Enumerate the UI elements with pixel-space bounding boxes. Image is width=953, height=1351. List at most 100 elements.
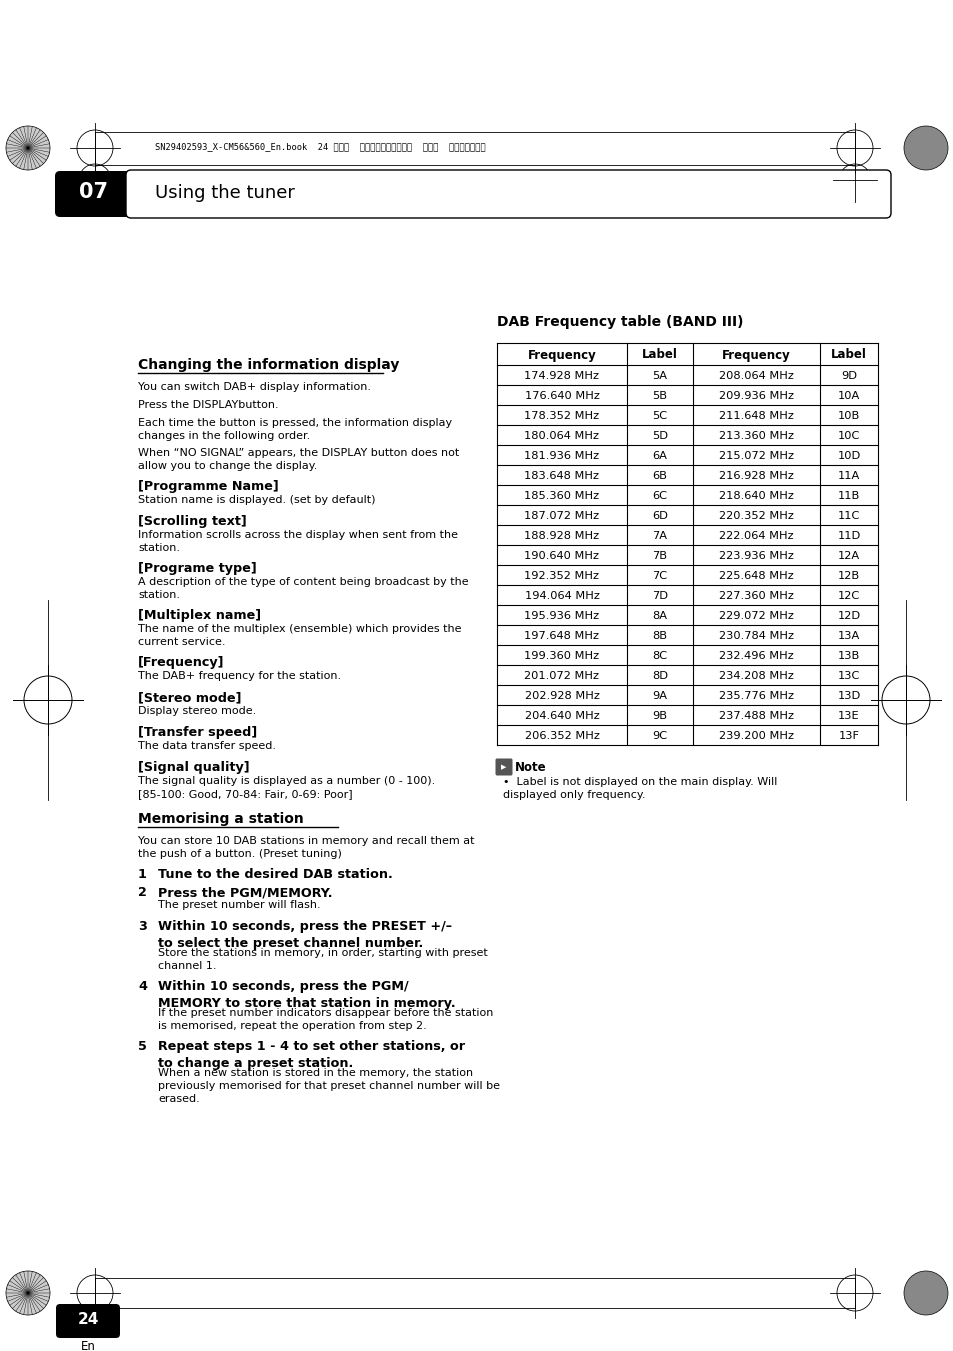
Text: [Frequency]: [Frequency] <box>138 657 224 669</box>
Text: Each time the button is pressed, the information display
changes in the followin: Each time the button is pressed, the inf… <box>138 417 452 440</box>
Text: DAB Frequency table (BAND III): DAB Frequency table (BAND III) <box>497 315 742 330</box>
Text: 187.072 MHz: 187.072 MHz <box>524 511 598 521</box>
Text: 216.928 MHz: 216.928 MHz <box>719 471 793 481</box>
Text: 6D: 6D <box>652 511 667 521</box>
Text: 12D: 12D <box>837 611 860 621</box>
Text: 235.776 MHz: 235.776 MHz <box>719 690 793 701</box>
Text: 197.648 MHz: 197.648 MHz <box>524 631 598 640</box>
Text: 3: 3 <box>138 920 147 934</box>
Text: 201.072 MHz: 201.072 MHz <box>524 671 598 681</box>
Text: Label: Label <box>830 349 866 362</box>
Text: Display stereo mode.: Display stereo mode. <box>138 707 256 716</box>
Text: Note: Note <box>515 761 546 774</box>
Text: 5: 5 <box>138 1040 147 1052</box>
Circle shape <box>6 126 50 170</box>
Text: 7D: 7D <box>651 590 667 601</box>
Text: 6A: 6A <box>652 451 667 461</box>
Text: Store the stations in memory, in order, starting with preset
channel 1.: Store the stations in memory, in order, … <box>158 948 487 971</box>
Text: 8D: 8D <box>651 671 667 681</box>
Text: 13C: 13C <box>837 671 860 681</box>
Text: [Signal quality]: [Signal quality] <box>138 761 250 774</box>
Text: 237.488 MHz: 237.488 MHz <box>719 711 793 721</box>
Text: Information scrolls across the display when sent from the
station.: Information scrolls across the display w… <box>138 530 457 553</box>
Text: 10D: 10D <box>837 451 860 461</box>
FancyBboxPatch shape <box>56 1304 120 1337</box>
Text: 13D: 13D <box>837 690 860 701</box>
Text: En: En <box>80 1340 95 1351</box>
Text: 176.640 MHz: 176.640 MHz <box>524 390 598 401</box>
Text: 9C: 9C <box>652 731 667 740</box>
Text: 9A: 9A <box>652 690 667 701</box>
Text: Within 10 seconds, press the PGM/
MEMORY to store that station in memory.: Within 10 seconds, press the PGM/ MEMORY… <box>158 979 456 1009</box>
Circle shape <box>903 1271 947 1315</box>
Text: The signal quality is displayed as a number (0 - 100).
[85-100: Good, 70-84: Fai: The signal quality is displayed as a num… <box>138 775 435 798</box>
Text: 199.360 MHz: 199.360 MHz <box>524 651 598 661</box>
Text: 227.360 MHz: 227.360 MHz <box>719 590 793 601</box>
Text: 8C: 8C <box>652 651 667 661</box>
Text: 10A: 10A <box>837 390 860 401</box>
Text: The preset number will flash.: The preset number will flash. <box>158 900 320 911</box>
Text: 229.072 MHz: 229.072 MHz <box>719 611 793 621</box>
Text: Within 10 seconds, press the PRESET +/–
to select the preset channel number.: Within 10 seconds, press the PRESET +/– … <box>158 920 452 950</box>
Text: 12C: 12C <box>837 590 860 601</box>
Text: 209.936 MHz: 209.936 MHz <box>719 390 793 401</box>
Text: 180.064 MHz: 180.064 MHz <box>524 431 598 440</box>
Text: 183.648 MHz: 183.648 MHz <box>524 471 598 481</box>
Text: 208.064 MHz: 208.064 MHz <box>719 372 793 381</box>
Text: 7A: 7A <box>652 531 667 540</box>
Text: When “NO SIGNAL” appears, the DISPLAY button does not
allow you to change the di: When “NO SIGNAL” appears, the DISPLAY bu… <box>138 449 458 470</box>
Text: [Programe type]: [Programe type] <box>138 562 256 576</box>
Text: 11A: 11A <box>837 471 860 481</box>
Text: 234.208 MHz: 234.208 MHz <box>719 671 793 681</box>
Text: 190.640 MHz: 190.640 MHz <box>524 551 598 561</box>
Text: [Programme Name]: [Programme Name] <box>138 480 278 493</box>
Text: 4: 4 <box>138 979 147 993</box>
Text: Repeat steps 1 - 4 to set other stations, or
to change a preset station.: Repeat steps 1 - 4 to set other stations… <box>158 1040 465 1070</box>
Text: [Scrolling text]: [Scrolling text] <box>138 515 247 528</box>
Text: 13B: 13B <box>837 651 860 661</box>
Text: 13E: 13E <box>838 711 859 721</box>
Text: Label: Label <box>641 349 678 362</box>
Text: 24: 24 <box>77 1313 98 1328</box>
Text: 2: 2 <box>138 886 147 898</box>
Text: 11C: 11C <box>837 511 860 521</box>
Text: 188.928 MHz: 188.928 MHz <box>524 531 598 540</box>
Text: Frequency: Frequency <box>721 349 790 362</box>
Text: 6C: 6C <box>652 490 667 501</box>
Text: 220.352 MHz: 220.352 MHz <box>719 511 793 521</box>
Text: 5D: 5D <box>651 431 667 440</box>
Text: Memorising a station: Memorising a station <box>138 812 303 825</box>
Text: 10B: 10B <box>837 411 860 422</box>
Text: The DAB+ frequency for the station.: The DAB+ frequency for the station. <box>138 671 341 681</box>
Text: 211.648 MHz: 211.648 MHz <box>719 411 793 422</box>
Text: 230.784 MHz: 230.784 MHz <box>719 631 793 640</box>
Text: 195.936 MHz: 195.936 MHz <box>524 611 598 621</box>
Text: The name of the multiplex (ensemble) which provides the
current service.: The name of the multiplex (ensemble) whi… <box>138 624 461 647</box>
Text: 13F: 13F <box>838 731 859 740</box>
Text: 239.200 MHz: 239.200 MHz <box>719 731 793 740</box>
Text: 204.640 MHz: 204.640 MHz <box>524 711 598 721</box>
Text: 232.496 MHz: 232.496 MHz <box>719 651 793 661</box>
Text: 192.352 MHz: 192.352 MHz <box>524 571 598 581</box>
Text: When a new station is stored in the memory, the station
previously memorised for: When a new station is stored in the memo… <box>158 1069 499 1104</box>
Text: 9B: 9B <box>652 711 667 721</box>
Text: 9D: 9D <box>841 372 856 381</box>
Text: Using the tuner: Using the tuner <box>154 184 294 203</box>
Text: Changing the information display: Changing the information display <box>138 358 399 372</box>
Text: You can switch DAB+ display information.: You can switch DAB+ display information. <box>138 382 371 392</box>
Text: 12B: 12B <box>837 571 860 581</box>
Text: 222.064 MHz: 222.064 MHz <box>719 531 793 540</box>
Text: [Multiplex name]: [Multiplex name] <box>138 609 261 621</box>
Text: 213.360 MHz: 213.360 MHz <box>719 431 793 440</box>
Text: 7B: 7B <box>652 551 667 561</box>
Text: 10C: 10C <box>837 431 860 440</box>
Text: SN29402593_X-CM56&560_En.book  24 ページ  ２０１６年５月２７日  金曜日  午後３時４７分: SN29402593_X-CM56&560_En.book 24 ページ ２０１… <box>154 142 485 151</box>
Text: 174.928 MHz: 174.928 MHz <box>524 372 598 381</box>
Text: 225.648 MHz: 225.648 MHz <box>719 571 793 581</box>
Circle shape <box>6 1271 50 1315</box>
Text: 11D: 11D <box>837 531 860 540</box>
Text: 5A: 5A <box>652 372 667 381</box>
Text: Frequency: Frequency <box>527 349 596 362</box>
FancyBboxPatch shape <box>126 170 890 218</box>
Text: 206.352 MHz: 206.352 MHz <box>524 731 598 740</box>
